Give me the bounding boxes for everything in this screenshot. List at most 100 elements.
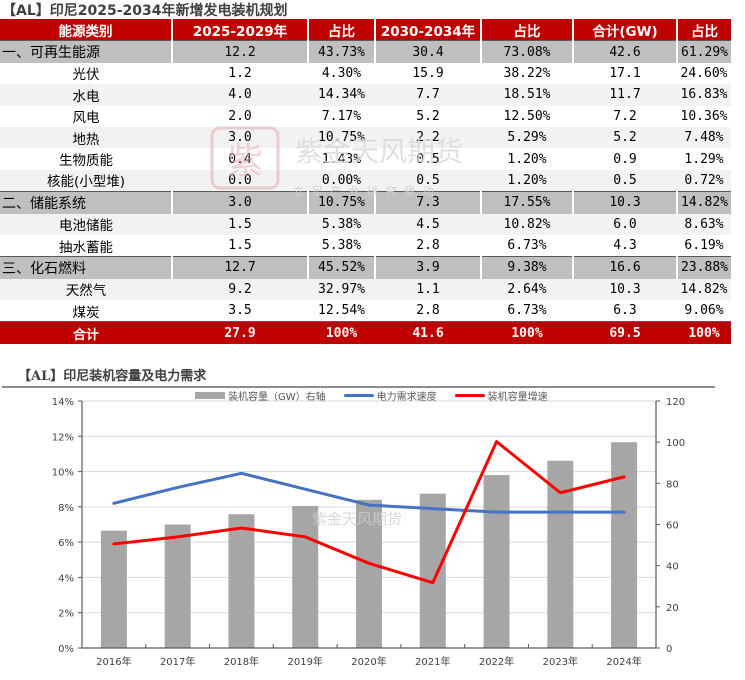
table-row: 水电 4.0 14.34% 7.7 18.51% 11.7 16.83%	[0, 84, 731, 106]
table-cell: 6.0	[573, 213, 677, 235]
table-cell: 1.5	[172, 234, 308, 257]
table-cell: 0.9	[573, 148, 677, 170]
y-right-tick: 0	[666, 644, 672, 655]
y-right-tick: 40	[666, 562, 679, 573]
table-cell: 6.3	[573, 300, 677, 322]
table-cell: 6.73%	[481, 234, 573, 257]
title-divider	[2, 386, 715, 388]
table-cell: 生物质能	[0, 148, 172, 170]
chart-title: 【AL】印尼装机容量及电力需求	[18, 369, 207, 384]
x-tick-label: 2021年	[415, 655, 450, 668]
table-cell: 17.1	[573, 62, 677, 85]
table-cell: 7.2	[573, 105, 677, 127]
blue-line-swatch-icon	[343, 394, 374, 397]
table-row: 天然气 9.2 32.97% 1.1 2.64% 10.3 14.82%	[0, 278, 731, 301]
y-left-tick: 0%	[58, 644, 74, 655]
table-cell: 一、可再生能源	[0, 40, 172, 63]
table-cell: 12.7	[171, 256, 308, 279]
table-cell: 10.75%	[307, 191, 375, 214]
table-cell: 风电	[0, 105, 172, 127]
table-cell: 0.4	[172, 148, 308, 170]
table-cell: 7.17%	[308, 105, 375, 127]
table-cell: 2.0	[172, 105, 308, 127]
capacity-bar	[164, 524, 191, 648]
table-cell: 9.2	[172, 278, 308, 301]
table-row: 风电 2.0 7.17% 5.2 12.50% 7.2 10.36%	[0, 105, 731, 127]
x-tick-label: 2020年	[351, 655, 386, 668]
table-cell: 0.00%	[308, 169, 375, 192]
y-left-tick: 2%	[58, 609, 74, 620]
table-cell: 1.20%	[481, 169, 573, 192]
table-cell: 1.43%	[308, 148, 375, 170]
y-left-tick: 12%	[52, 432, 74, 443]
table-cell: 4.30%	[308, 62, 375, 85]
table-cell: 10.36%	[677, 105, 731, 127]
y-left-tick: 10%	[52, 468, 74, 479]
table-cell: 32.97%	[308, 278, 375, 301]
capacity-growth-line	[112, 440, 626, 585]
table-cell: 10.82%	[481, 213, 573, 235]
table-cell: 30.4	[374, 40, 481, 63]
x-tick-label: 2024年	[606, 655, 641, 668]
table-cell: 9.06%	[677, 300, 731, 322]
table-cell: 23.88%	[676, 256, 731, 279]
table-cell: 天然气	[0, 278, 172, 301]
table-cell: 12.2	[171, 40, 308, 63]
total-row: 合计 27.9 100% 41.6 100% 69.5 100%	[0, 321, 731, 344]
column-header: 合计(GW)	[572, 19, 677, 41]
table-cell: 11.7	[573, 84, 677, 106]
table-row: 核能(小型堆) 0.0 0.00% 0.5 1.20% 0.5 0.72%	[0, 169, 731, 192]
table-cell: 9.38%	[480, 256, 573, 279]
table-row: 抽水蓄能 1.5 5.38% 2.8 6.73% 4.3 6.19%	[0, 234, 731, 257]
capacity-plan-table: 能源类别 2025-2029年 占比 2030-2034年 占比 合计(GW) 占比 一、可…	[0, 19, 731, 344]
table-cell: 14.34%	[308, 84, 375, 106]
table-cell: 5.38%	[308, 234, 375, 257]
table-cell: 3.9	[374, 256, 481, 279]
table-cell: 1.1	[375, 278, 481, 301]
table-cell: 2.2	[375, 126, 481, 149]
table-cell: 5.38%	[308, 213, 375, 235]
y-right-tick: 100	[666, 438, 685, 449]
table-row: 煤炭 3.5 12.54% 2.8 6.73% 6.3 9.06%	[0, 300, 731, 322]
table-cell: 100%	[677, 321, 731, 344]
column-header: 占比	[307, 19, 375, 41]
table-cell: 73.08%	[480, 40, 573, 63]
y-left-tick: 14%	[52, 397, 74, 408]
table-cell: 10.3	[572, 191, 677, 214]
category-row: 一、可再生能源 12.2 43.73% 30.4 73.08% 42.6 61.29%	[0, 40, 731, 63]
table-cell: 43.73%	[307, 40, 375, 63]
y-right-tick: 80	[666, 479, 679, 490]
capacity-bar	[483, 475, 510, 648]
table-cell: 14.82%	[677, 278, 731, 301]
category-row: 三、化石燃料 12.7 45.52% 3.9 9.38% 16.6 23.88%	[0, 256, 731, 279]
x-tick-label: 2019年	[287, 655, 322, 668]
table-cell: 光伏	[0, 62, 172, 85]
table-cell: 69.5	[573, 321, 677, 344]
table-cell: 0.5	[573, 169, 677, 192]
capacity-bar	[292, 505, 319, 648]
x-tick-label: 2023年	[543, 655, 578, 668]
table-cell: 6.73%	[481, 300, 573, 322]
x-tick-label: 2018年	[224, 655, 259, 668]
table-cell: 45.52%	[307, 256, 375, 279]
table-cell: 12.50%	[481, 105, 573, 127]
table-cell: 42.6	[572, 40, 677, 63]
x-tick-label: 2017年	[160, 655, 195, 668]
table-cell: 18.51%	[481, 84, 573, 106]
capacity-demand-chart: 0% 2% 4% 6% 8% 10% 12% 14% 0 20 40 60 80 100 120 2016年 2…	[52, 397, 685, 668]
column-header: 能源类别	[0, 19, 172, 41]
table-row: 光伏 1.2 4.30% 15.9 38.22% 17.1 24.60%	[0, 62, 731, 85]
chart-watermark: 紫金天风期货	[312, 510, 402, 528]
table-header-row: 能源类别 2025-2029年 占比 2030-2034年 占比 合计(GW) 占比	[0, 19, 731, 41]
table-cell: 1.20%	[481, 148, 573, 170]
column-header: 2025-2029年	[171, 19, 308, 41]
table-cell: 8.63%	[677, 213, 731, 235]
table-cell: 12.54%	[308, 300, 375, 322]
table-cell: 17.55%	[480, 191, 573, 214]
table-cell: 合计	[0, 321, 172, 344]
table-cell: 16.83%	[677, 84, 731, 106]
table-cell: 15.9	[375, 62, 481, 85]
table-cell: 二、储能系统	[0, 191, 172, 214]
table-cell: 38.22%	[481, 62, 573, 85]
y-right-tick: 20	[666, 603, 679, 614]
